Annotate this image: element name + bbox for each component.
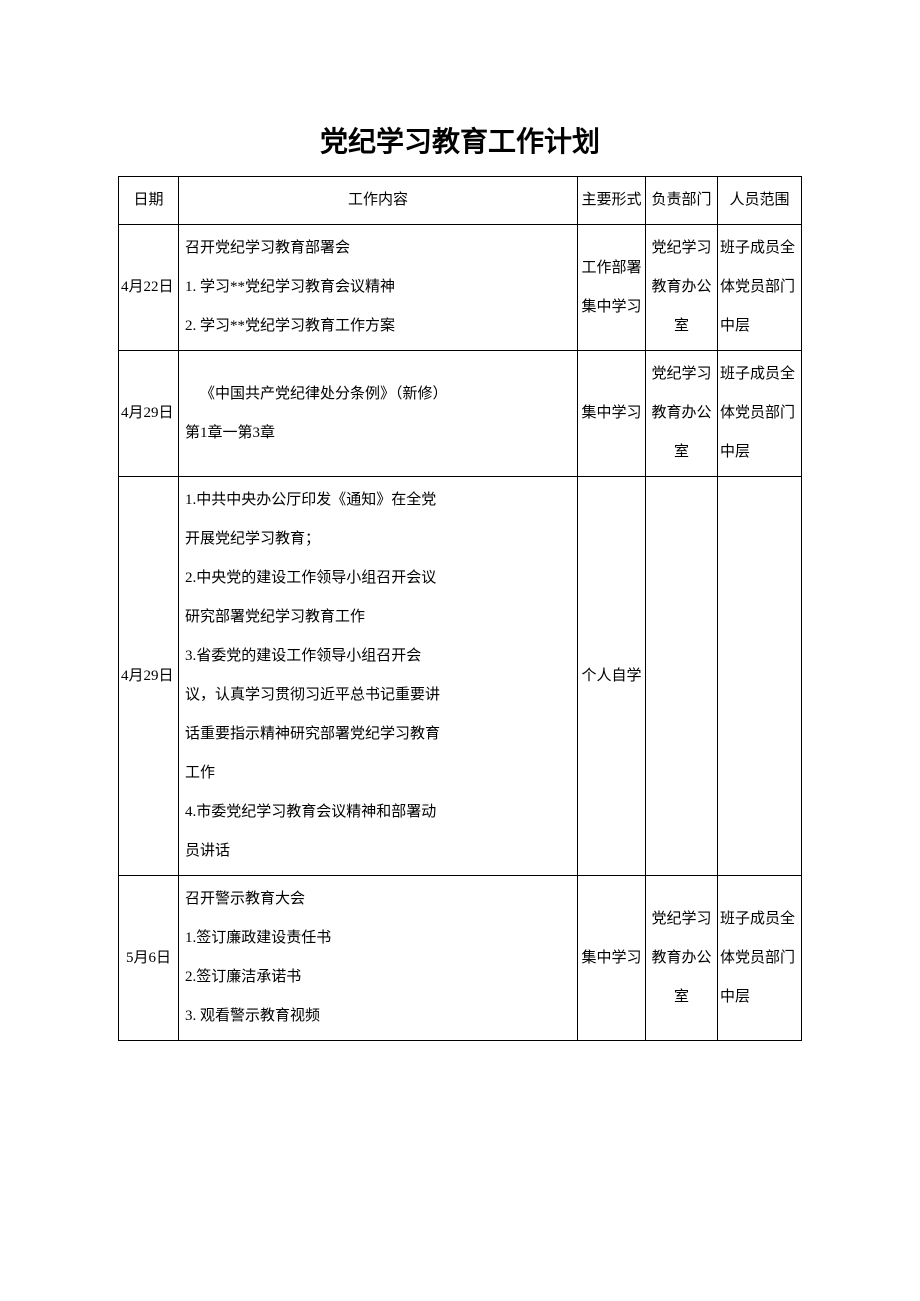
cell-scope xyxy=(718,477,802,876)
cell-content: 召开党纪学习教育部署会1. 学习**党纪学习教育会议精神2. 学习**党纪学习教… xyxy=(179,225,578,351)
cell-content: 《中国共产党纪律处分条例》（新修）第1章一第3章 xyxy=(179,351,578,477)
content-line: 员讲话 xyxy=(185,832,571,871)
content-line: 3.省委党的建设工作领导小组召开会 xyxy=(185,637,571,676)
content-line: 第1章一第3章 xyxy=(185,414,571,453)
content-line: 议，认真学习贯彻习近平总书记重要讲 xyxy=(185,676,571,715)
content-line: 1.签订廉政建设责任书 xyxy=(185,919,571,958)
content-line: 3. 观看警示教育视频 xyxy=(185,997,571,1036)
content-line: 召开党纪学习教育部署会 xyxy=(185,229,571,268)
content-line: 2.签订廉洁承诺书 xyxy=(185,958,571,997)
table-row: 4月22日召开党纪学习教育部署会1. 学习**党纪学习教育会议精神2. 学习**… xyxy=(119,225,802,351)
cell-scope: 班子成员全体党员部门中层 xyxy=(718,351,802,477)
cell-date: 4月29日 xyxy=(119,351,179,477)
cell-date: 5月6日 xyxy=(119,876,179,1041)
cell-dept: 党纪学习教育办公室 xyxy=(646,351,718,477)
cell-dept xyxy=(646,477,718,876)
content-line: 话重要指示精神研究部署党纪学习教育 xyxy=(185,715,571,754)
cell-content: 召开警示教育大会1.签订廉政建设责任书2.签订廉洁承诺书3. 观看警示教育视频 xyxy=(179,876,578,1041)
cell-form: 集中学习 xyxy=(578,876,646,1041)
content-line: 《中国共产党纪律处分条例》（新修） xyxy=(185,375,571,414)
header-scope: 人员范围 xyxy=(718,177,802,225)
content-line: 2.中央党的建设工作领导小组召开会议 xyxy=(185,559,571,598)
table-row: 5月6日召开警示教育大会1.签订廉政建设责任书2.签订廉洁承诺书3. 观看警示教… xyxy=(119,876,802,1041)
table-row: 4月29日《中国共产党纪律处分条例》（新修）第1章一第3章集中学习党纪学习教育办… xyxy=(119,351,802,477)
table-row: 4月29日1.中共中央办公厅印发《通知》在全党开展党纪学习教育；2.中央党的建设… xyxy=(119,477,802,876)
cell-scope: 班子成员全体党员部门中层 xyxy=(718,225,802,351)
cell-form: 工作部署集中学习 xyxy=(578,225,646,351)
content-line: 工作 xyxy=(185,754,571,793)
header-form: 主要形式 xyxy=(578,177,646,225)
header-dept: 负责部门 xyxy=(646,177,718,225)
cell-form: 集中学习 xyxy=(578,351,646,477)
header-content: 工作内容 xyxy=(179,177,578,225)
cell-form: 个人自学 xyxy=(578,477,646,876)
content-line: 1.中共中央办公厅印发《通知》在全党 xyxy=(185,481,571,520)
table-body: 4月22日召开党纪学习教育部署会1. 学习**党纪学习教育会议精神2. 学习**… xyxy=(119,225,802,1041)
cell-dept: 党纪学习教育办公室 xyxy=(646,876,718,1041)
page-title: 党纪学习教育工作计划 xyxy=(118,120,802,160)
header-date: 日期 xyxy=(119,177,179,225)
content-line: 4.市委党纪学习教育会议精神和部署动 xyxy=(185,793,571,832)
content-line: 研究部署党纪学习教育工作 xyxy=(185,598,571,637)
table-header-row: 日期 工作内容 主要形式 负责部门 人员范围 xyxy=(119,177,802,225)
cell-date: 4月29日 xyxy=(119,477,179,876)
content-line: 2. 学习**党纪学习教育工作方案 xyxy=(185,307,571,346)
work-plan-table: 日期 工作内容 主要形式 负责部门 人员范围 4月22日召开党纪学习教育部署会1… xyxy=(118,176,802,1041)
content-line: 召开警示教育大会 xyxy=(185,880,571,919)
content-line: 1. 学习**党纪学习教育会议精神 xyxy=(185,268,571,307)
cell-dept: 党纪学习教育办公室 xyxy=(646,225,718,351)
cell-scope: 班子成员全体党员部门中层 xyxy=(718,876,802,1041)
cell-content: 1.中共中央办公厅印发《通知》在全党开展党纪学习教育；2.中央党的建设工作领导小… xyxy=(179,477,578,876)
cell-date: 4月22日 xyxy=(119,225,179,351)
content-line: 开展党纪学习教育； xyxy=(185,520,571,559)
